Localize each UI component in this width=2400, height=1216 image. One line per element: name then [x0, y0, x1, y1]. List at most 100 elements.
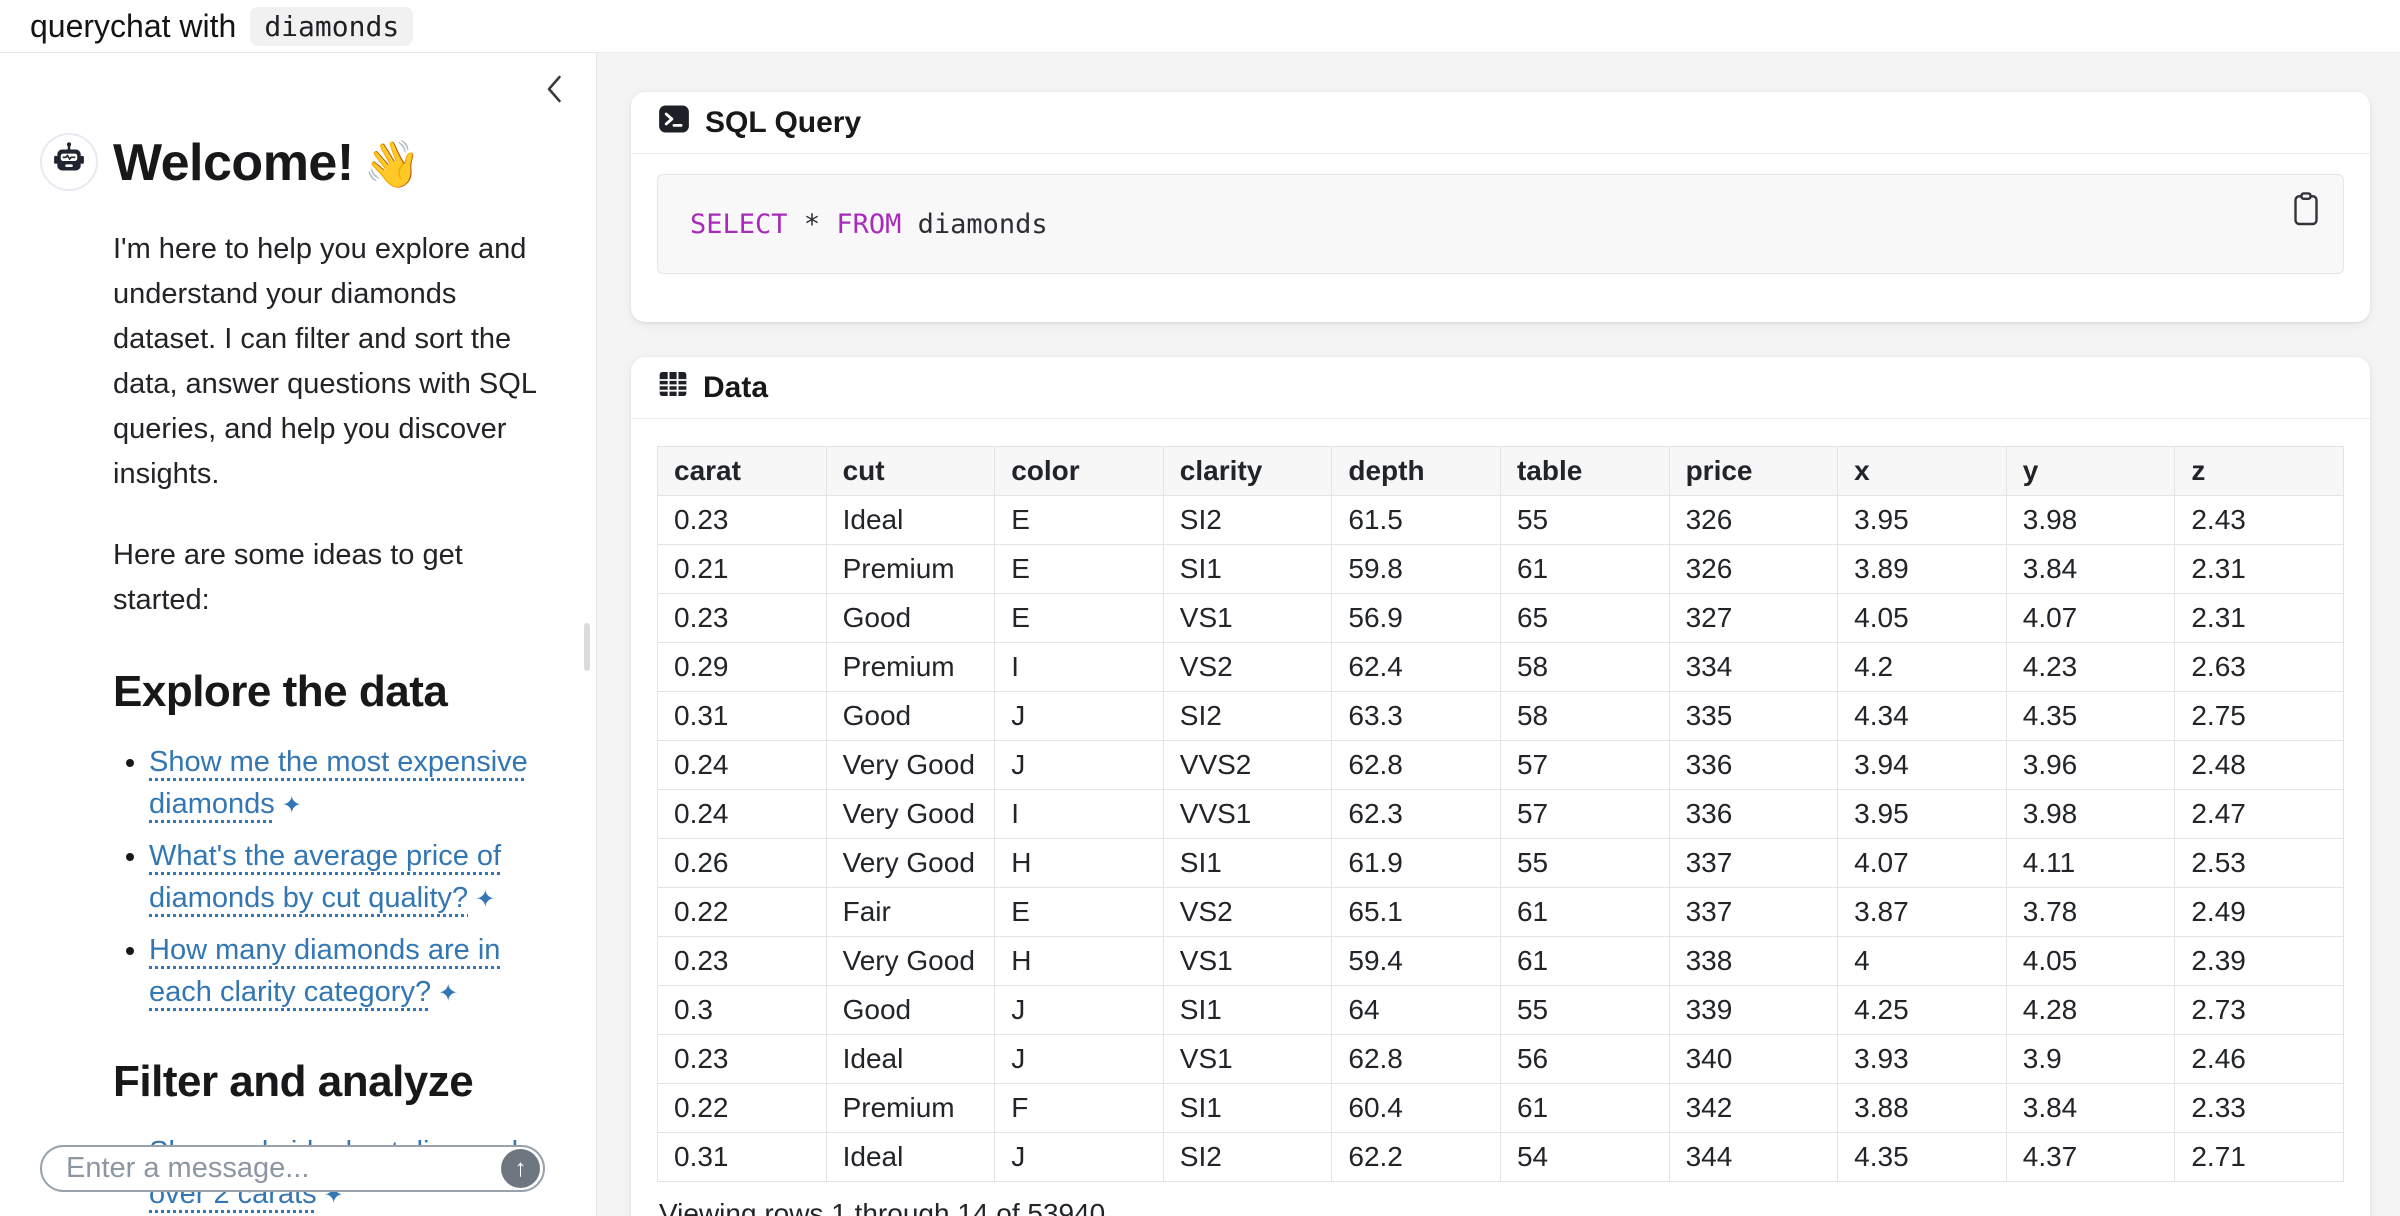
top-bar: querychat with diamonds	[0, 0, 2400, 53]
table-cell: 4.35	[1837, 1132, 2007, 1182]
table-cell: 327	[1668, 593, 1839, 643]
table-cell: 55	[1499, 985, 1670, 1035]
table-cell: E	[994, 544, 1164, 594]
table-cell: I	[994, 642, 1164, 692]
table-cell: 3.96	[2005, 740, 2176, 790]
table-cell: 3.89	[1837, 544, 2007, 594]
table-cell: VS2	[1162, 642, 1333, 692]
table-cell: F	[994, 1083, 1164, 1133]
chat-sidebar: Welcome! 👋 I'm here to help you explore a…	[0, 53, 597, 1216]
arrow-up-icon: ↑	[514, 1155, 527, 1182]
table-cell: 0.3	[657, 985, 827, 1035]
table-cell: 339	[1668, 985, 1839, 1035]
sql-card-header: SQL Query	[631, 92, 2370, 154]
table-cell: 0.31	[657, 1132, 827, 1182]
table-cell: Very Good	[825, 838, 996, 888]
table-cell: 65.1	[1331, 887, 1501, 937]
table-row: 0.23 Very Good H VS1 59.4 61 338 4 4.05 2.39	[657, 936, 2344, 986]
table-cell: Ideal	[825, 1034, 996, 1084]
table-cell: Very Good	[825, 789, 996, 839]
suggestion-text: Show me the most expensive diamonds	[149, 745, 528, 820]
clipboard-icon	[2291, 192, 2321, 230]
welcome-heading: Welcome! 👋	[113, 133, 546, 193]
table-grid-icon	[657, 368, 689, 408]
table-cell: 3.9	[2005, 1034, 2176, 1084]
data-card-title: Data	[703, 370, 769, 404]
chevron-left-icon	[542, 74, 568, 107]
table-cell: 3.94	[1837, 740, 2007, 790]
chat-input-row: ↑	[40, 1145, 545, 1192]
table-cell: Ideal	[825, 1132, 996, 1182]
table-cell: 4.35	[2005, 691, 2176, 741]
table-cell: 0.23	[657, 495, 827, 545]
table-cell: 58	[1499, 691, 1670, 741]
table-cell: SI2	[1162, 1132, 1333, 1182]
sidebar-collapse-button[interactable]	[538, 73, 572, 107]
column-header: table	[1499, 446, 1670, 496]
table-cell: 61.9	[1331, 838, 1501, 888]
table-cell: 3.98	[2005, 495, 2176, 545]
table-cell: 3.98	[2005, 789, 2176, 839]
message-input[interactable]	[40, 1145, 545, 1192]
table-cell: 3.93	[1837, 1034, 2007, 1084]
table-cell: Premium	[825, 544, 996, 594]
table-cell: 4.23	[2005, 642, 2176, 692]
table-cell: 2.46	[2174, 1034, 2344, 1084]
suggestion-link[interactable]: How many diamonds are in each clarity ca…	[149, 934, 500, 1008]
table-cell: 4.07	[1837, 838, 2007, 888]
table-cell: VVS1	[1162, 789, 1333, 839]
suggestion-link[interactable]: What's the average price of diamonds by …	[149, 840, 501, 914]
table-row: 0.23 Good E VS1 56.9 65 327 4.05 4.07 2.31	[657, 593, 2344, 643]
suggestion-text: How many diamonds are in each clarity ca…	[149, 933, 501, 1008]
table-cell: Ideal	[825, 495, 996, 545]
sidebar-scrollbar[interactable]	[584, 623, 590, 671]
table-cell: SI2	[1162, 691, 1333, 741]
suggestion-item: Show me the most expensive diamonds✦	[149, 741, 546, 825]
content-area: Welcome! 👋 I'm here to help you explore a…	[0, 53, 2400, 1216]
column-header: clarity	[1162, 446, 1333, 496]
wave-emoji: 👋	[363, 138, 421, 190]
sql-code-line: SELECT * FROM diamonds	[690, 209, 1048, 240]
table-cell: 64	[1331, 985, 1501, 1035]
send-button[interactable]: ↑	[501, 1149, 540, 1188]
table-cell: Good	[825, 593, 996, 643]
table-cell: 2.73	[2174, 985, 2344, 1035]
table-cell: VS1	[1162, 593, 1333, 643]
terminal-icon	[657, 102, 691, 144]
table-cell: 0.22	[657, 887, 827, 937]
table-cell: 62.8	[1331, 740, 1501, 790]
table-cell: J	[994, 1132, 1164, 1182]
table-cell: 3.95	[1837, 789, 2007, 839]
sql-card-title: SQL Query	[705, 105, 862, 139]
dataset-chip: diamonds	[250, 6, 414, 46]
table-cell: 59.8	[1331, 544, 1501, 594]
table-cell: H	[994, 838, 1164, 888]
table-cell: 326	[1668, 544, 1839, 594]
table-cell: 336	[1668, 740, 1839, 790]
ideas-lead: Here are some ideas to get started:	[113, 538, 463, 616]
table-cell: 0.23	[657, 593, 827, 643]
table-cell: 2.31	[2174, 593, 2344, 643]
data-card-header: Data	[631, 357, 2370, 419]
section-heading-filter: Filter and analyze	[113, 1056, 474, 1106]
table-row: 0.23 Ideal J VS1 62.8 56 340 3.93 3.9 2.46	[657, 1034, 2344, 1084]
welcome-text: Welcome!	[113, 134, 354, 192]
table-cell: 4.07	[2005, 593, 2176, 643]
table-cell: 0.24	[657, 789, 827, 839]
message-body: Welcome! 👋 I'm here to help you explore a…	[113, 133, 546, 1216]
suggestion-link[interactable]: Show me the most expensive diamonds ✦	[149, 746, 528, 820]
table-cell: SI1	[1162, 838, 1333, 888]
table-cell: 61	[1499, 544, 1670, 594]
table-cell: 54	[1499, 1132, 1670, 1182]
table-cell: 57	[1499, 740, 1670, 790]
table-cell: 0.24	[657, 740, 827, 790]
copy-button[interactable]	[2287, 187, 2325, 234]
table-row: 0.26 Very Good H SI1 61.9 55 337 4.07 4.11 2.53	[657, 838, 2344, 888]
table-cell: 0.31	[657, 691, 827, 741]
table-cell: 3.95	[1837, 495, 2007, 545]
table-cell: 3.87	[1837, 887, 2007, 937]
table-cell: 0.29	[657, 642, 827, 692]
sparkle-icon: ✦	[281, 791, 302, 819]
column-header: y	[2005, 446, 2176, 496]
suggestion-item: How many diamonds are in each clarity ca…	[149, 929, 546, 1013]
